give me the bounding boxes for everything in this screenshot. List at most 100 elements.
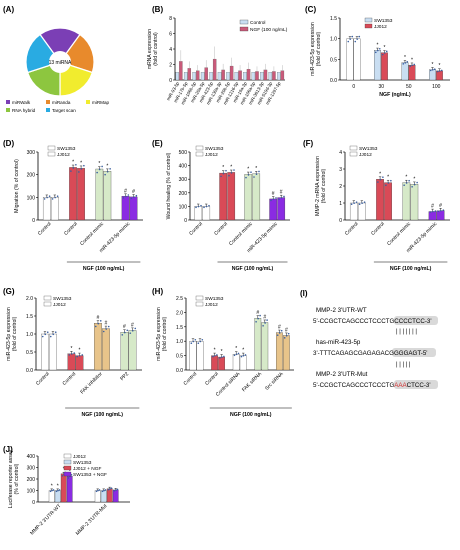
legend-swatch [63, 453, 72, 459]
data-point [54, 196, 56, 199]
bar [60, 473, 67, 503]
data-point [73, 352, 76, 354]
data-point [96, 171, 98, 174]
y-tick-label: 400 [27, 454, 36, 460]
y-tick-label: 100 [27, 195, 36, 201]
bar [217, 72, 222, 81]
data-point [411, 185, 413, 188]
bar [277, 72, 281, 81]
data-point [41, 335, 44, 338]
data-point [436, 70, 439, 73]
bar [41, 333, 49, 371]
legend-label: SW1353 [57, 146, 76, 152]
data-point [98, 489, 101, 491]
pairing-lines-top: | | | | | | | [396, 329, 417, 335]
significance-mark: # [256, 310, 259, 316]
y-tick-label: 8 [169, 16, 172, 22]
legend-swatch [63, 459, 72, 465]
bar [48, 490, 55, 503]
significance-mark: # [132, 189, 135, 195]
y-tick-label: 0 [32, 500, 35, 506]
y-tick-label: 2 [169, 63, 172, 69]
bar [187, 68, 192, 81]
data-point [429, 69, 432, 72]
data-point [409, 65, 412, 67]
x-tick-label: Control mimic [228, 221, 254, 247]
data-point [431, 68, 434, 71]
panel-label: (J) [3, 445, 13, 454]
panel-label: (C) [305, 5, 316, 14]
bar [376, 179, 384, 221]
data-point [127, 194, 130, 196]
significance-mark: * [80, 160, 82, 166]
bar [179, 61, 183, 81]
data-point [402, 63, 405, 65]
data-point [387, 182, 390, 184]
pie-center-label: 13 miRNA [49, 60, 72, 66]
y-axis-title: miR-423-5p expression [156, 307, 162, 361]
significance-mark: * [405, 175, 407, 181]
data-point [440, 69, 443, 72]
bar [66, 475, 73, 503]
significance-mark: # [105, 321, 108, 327]
y-tick-label: 0.5 [26, 350, 33, 356]
bar [349, 202, 358, 221]
significance-mark: * [255, 166, 257, 172]
data-point [379, 178, 382, 181]
significance-mark: * [413, 176, 415, 182]
significance-mark: * [247, 167, 249, 173]
bar [95, 168, 104, 221]
pie-legend: miRWalk miRanda miRMap RNA hybrid Target sca… [6, 100, 110, 113]
data-point [416, 181, 418, 184]
legend-swatch [195, 295, 204, 301]
bar [269, 198, 278, 221]
significance-mark: * [63, 467, 65, 473]
significance-mark: * [383, 45, 385, 51]
y-tick-label: 0 [32, 218, 35, 224]
data-point [57, 489, 59, 492]
bar [212, 58, 217, 81]
panel-label: (D) [3, 139, 14, 148]
data-point [115, 489, 117, 491]
significance-mark: * [438, 63, 440, 69]
data-point [99, 320, 102, 322]
data-point [52, 333, 55, 336]
significance-mark: * [242, 348, 244, 354]
data-point [67, 477, 70, 479]
data-point [56, 195, 59, 197]
data-point [113, 489, 116, 492]
significance-mark: * [230, 165, 232, 171]
data-point [408, 179, 410, 182]
legend-label: JJ012 [57, 152, 70, 158]
data-point [80, 168, 83, 170]
data-point [51, 198, 54, 200]
bar [263, 69, 268, 81]
y-axis-title: (fold of control) [321, 168, 327, 203]
bar [94, 323, 102, 371]
panel-g: (G) 0.0 0.5 1.0 1.5 2.0 miR-423-5p expression(… [3, 287, 142, 418]
data-point [258, 170, 260, 173]
pie-slice [59, 61, 94, 97]
bar [410, 184, 419, 221]
data-point [230, 172, 233, 174]
legend-label: SW1353 [374, 18, 393, 24]
panel-d: (D) 0 100 200 300 Migration (% of control) Con… [3, 139, 143, 272]
data-point [353, 202, 355, 204]
x-tick-label: 100 [432, 84, 441, 90]
panel-label: (B) [152, 5, 163, 14]
bar [238, 70, 242, 81]
bar [401, 62, 409, 81]
significance-mark: * [222, 165, 224, 171]
legend-swatch [43, 301, 52, 307]
y-tick-label: 1.0 [330, 37, 337, 43]
bar [192, 72, 196, 81]
y-tick-label: 0.5 [330, 57, 337, 63]
y-axis-title: (% of control) [14, 463, 20, 494]
data-point [280, 329, 283, 332]
mirna-sequence: 3'-TTTCAGAGCGAGAGACGGGGAGT-5' [313, 350, 427, 357]
data-point [437, 210, 440, 213]
y-tick-label: 100 [27, 489, 36, 495]
y-axis-title: miR-423-5p expression [6, 307, 12, 361]
data-point [46, 331, 49, 334]
